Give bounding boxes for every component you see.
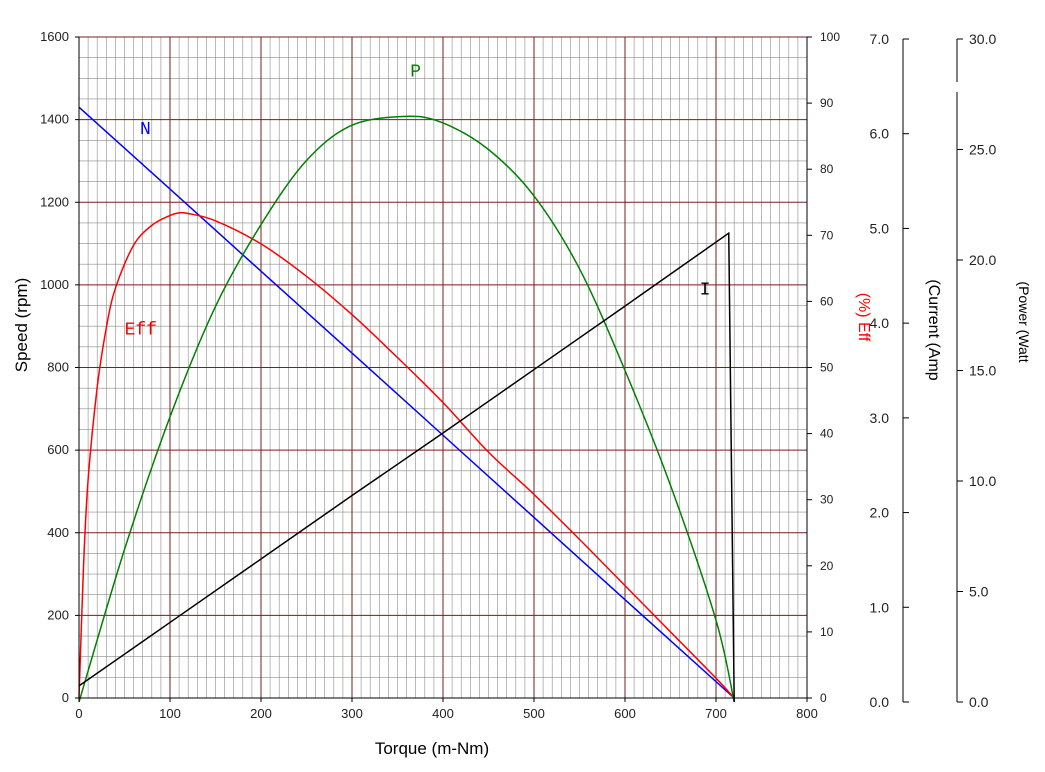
series-layer xyxy=(78,106,735,703)
x-tick-label: 100 xyxy=(159,706,181,721)
power-tick-label: 15.0 xyxy=(969,363,996,379)
x-tick-label: 700 xyxy=(705,706,727,721)
eff-tick-label: 80 xyxy=(820,162,834,176)
series-label-p: P xyxy=(410,63,421,83)
y-tick-label: 800 xyxy=(47,360,69,375)
x-tick-label: 800 xyxy=(796,706,818,721)
current-tick-label: 4.0 xyxy=(870,315,890,331)
y-tick-label: 0 xyxy=(62,690,69,705)
x-tick-label: 300 xyxy=(341,706,363,721)
eff-tick-label: 50 xyxy=(820,361,834,375)
power-tick-label: 20.0 xyxy=(969,252,996,268)
eff-tick-label: 10 xyxy=(820,625,834,639)
eff-tick-label: 100 xyxy=(820,30,840,44)
y-tick-label: 600 xyxy=(47,442,69,457)
y-tick-label: 1600 xyxy=(40,29,69,44)
series-line-i xyxy=(78,231,735,703)
current-tick-label: 3.0 xyxy=(870,410,890,426)
current-tick-label: 1.0 xyxy=(870,599,890,615)
x-tick-label: 0 xyxy=(75,706,82,721)
series-label-i: I xyxy=(700,281,711,301)
series-label-n: N xyxy=(140,120,151,140)
eff-tick-label: 0 xyxy=(820,691,827,705)
y-tick-label: 1200 xyxy=(40,194,69,209)
eff-tick-label: 30 xyxy=(820,493,834,507)
power-tick-label: 5.0 xyxy=(969,584,989,600)
y-tick-label: 400 xyxy=(47,525,69,540)
y-tick-label: 1400 xyxy=(40,112,69,127)
eff-tick-label: 20 xyxy=(820,559,834,573)
x-tick-label: 600 xyxy=(614,706,636,721)
text-layer: 0 100 200 300 400 500 600 700 800020040060080010… xyxy=(40,29,996,721)
power-tick-label: 10.0 xyxy=(969,473,996,489)
axes-layer xyxy=(75,36,963,703)
eff-tick-label: 40 xyxy=(820,427,834,441)
power-tick-label: 0.0 xyxy=(969,694,989,710)
y-tick-label: 1000 xyxy=(40,277,69,292)
series-label-eff: Eff xyxy=(125,320,157,340)
power-tick-label: 30.0 xyxy=(969,31,996,47)
eff-tick-label: 70 xyxy=(820,228,834,242)
x-tick-label: 500 xyxy=(523,706,545,721)
y-tick-label: 200 xyxy=(47,607,69,622)
eff-tick-label: 90 xyxy=(820,96,834,110)
power-tick-label: 25.0 xyxy=(969,142,996,158)
current-axis-label: (Current (Amp xyxy=(925,279,942,380)
current-tick-label: 7.0 xyxy=(870,31,890,47)
eff-axis-label: (%) Eff xyxy=(855,293,872,342)
current-tick-label: 0.0 xyxy=(870,694,890,710)
x-tick-label: 400 xyxy=(432,706,454,721)
x-tick-label: 200 xyxy=(250,706,272,721)
eff-tick-label: 60 xyxy=(820,294,834,308)
y-axis-label: Speed (rpm) xyxy=(12,278,31,372)
power-axis-label: (Power (Watt xyxy=(1016,281,1032,362)
series-line-eff xyxy=(78,211,735,699)
x-axis-label: Torque (m-Nm) xyxy=(375,739,489,758)
series-line-p xyxy=(78,115,735,703)
current-tick-label: 2.0 xyxy=(870,505,890,521)
current-tick-label: 5.0 xyxy=(870,220,890,236)
series-line-n xyxy=(78,106,735,699)
current-tick-label: 6.0 xyxy=(870,126,890,142)
